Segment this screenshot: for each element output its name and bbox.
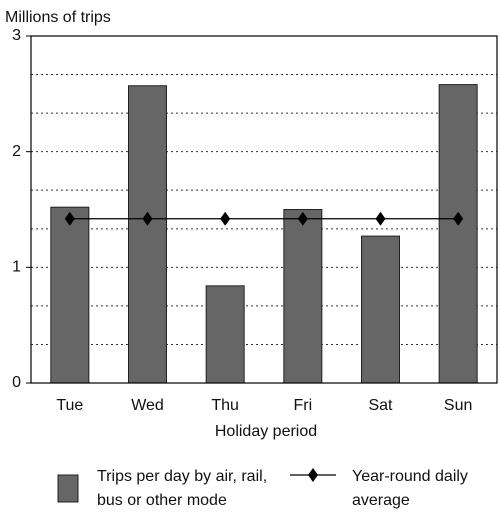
line-marker	[142, 211, 153, 226]
legend-label: Trips per day by air, rail, bus or other…	[97, 468, 268, 509]
bar	[438, 84, 478, 384]
x-tick-label: Fri	[294, 397, 313, 414]
x-axis-label: Holiday period	[215, 423, 317, 440]
y-tick-label: 0	[12, 374, 21, 391]
y-tick-label: 2	[12, 143, 21, 160]
bar	[50, 206, 90, 384]
line-marker	[375, 211, 386, 226]
y-tick-label: 3	[12, 27, 21, 44]
x-tick-label: Sat	[368, 397, 393, 414]
legend-swatch	[57, 474, 79, 503]
x-tick-label: Sun	[444, 397, 472, 414]
plot-frame	[30, 35, 498, 384]
line-marker	[453, 211, 464, 226]
line-marker	[220, 211, 231, 226]
bar	[205, 285, 245, 384]
y-tick-label: 1	[12, 259, 21, 276]
line-marker	[297, 211, 308, 226]
legend-label: Year-round daily average	[352, 468, 468, 509]
line-marker	[64, 211, 75, 226]
bar	[361, 235, 400, 384]
legend-marker	[308, 468, 318, 482]
bar	[283, 209, 323, 384]
x-tick-label: Tue	[56, 397, 83, 414]
x-tick-label: Wed	[131, 397, 164, 414]
y-axis-label: Millions of trips	[5, 9, 111, 26]
bar	[128, 85, 167, 384]
x-tick-label: Thu	[211, 397, 239, 414]
